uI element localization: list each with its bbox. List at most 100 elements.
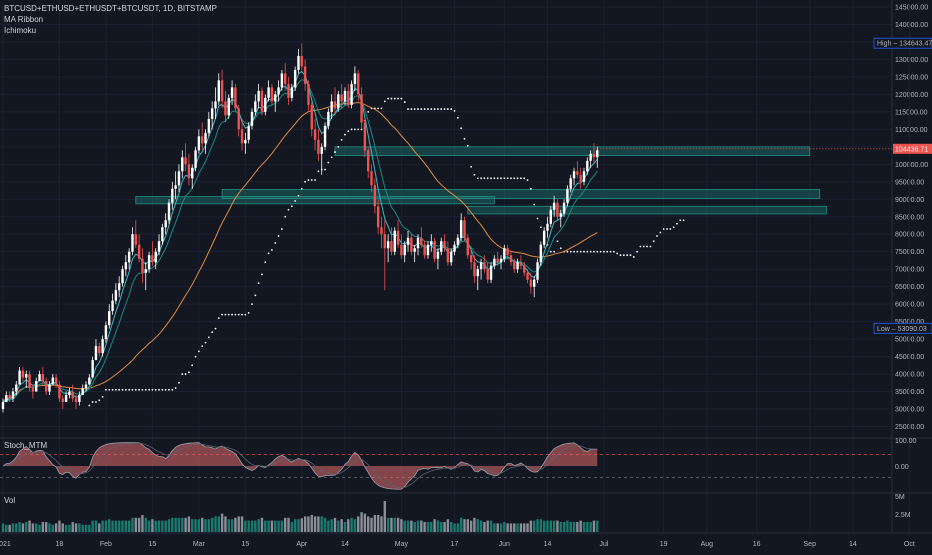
volume-bar	[400, 519, 403, 532]
volume-bar	[277, 520, 280, 532]
ichimoku-dot	[652, 240, 655, 243]
y-tick-label: 140000.00	[895, 22, 928, 29]
candle-body	[164, 220, 167, 228]
candle-body	[280, 73, 284, 88]
ichimoku-dot	[407, 108, 409, 110]
candle-body	[114, 290, 118, 301]
volume-bar	[499, 523, 503, 532]
volume-tick-label: 2.5M	[895, 512, 911, 519]
candle-body	[313, 129, 317, 140]
ichimoku-dot	[314, 179, 316, 181]
ichimoku-dot	[307, 179, 310, 181]
volume-pane-title[interactable]: Vol	[4, 496, 16, 505]
candle-body	[167, 202, 171, 221]
volume-bar	[91, 520, 94, 532]
ichimoku-dot	[327, 161, 330, 164]
volume-bar	[48, 523, 51, 532]
candle-body	[592, 153, 596, 158]
volume-bar	[114, 520, 118, 532]
candle-body	[446, 248, 450, 263]
volume-bar	[191, 519, 194, 532]
candle-body	[297, 55, 300, 70]
volume-bar	[167, 519, 171, 532]
volume-bar	[433, 519, 436, 532]
ichimoku-dot	[277, 235, 280, 237]
volume-bar	[556, 520, 559, 532]
ichimoku-dot	[304, 180, 307, 183]
ichimoku-dot	[118, 388, 121, 391]
volume-bar	[569, 522, 572, 532]
ichimoku-dot	[463, 137, 466, 140]
candle-body	[566, 188, 569, 203]
volume-bar	[15, 523, 18, 532]
candle-body	[549, 209, 552, 224]
volume-bar	[592, 520, 596, 532]
ichimoku-dot	[151, 388, 154, 391]
x-tick-label: Sep	[804, 541, 817, 548]
candle-body	[94, 346, 98, 361]
ichimoku-dot	[161, 388, 164, 391]
candle-body	[290, 87, 294, 98]
ichimoku-dot	[300, 187, 303, 190]
candle-body	[21, 370, 25, 378]
volume-bar	[131, 517, 134, 532]
ichimoku-dot	[593, 250, 595, 253]
ichimoku-dot	[649, 245, 652, 248]
candle-body	[327, 111, 330, 126]
y-tick-label: 110000.00	[895, 127, 928, 134]
ichimoku-dot	[357, 128, 360, 131]
candle-body	[526, 272, 529, 280]
candle-body	[257, 90, 260, 102]
ichimoku-dot	[586, 250, 589, 253]
candle-body	[127, 251, 131, 263]
ichimoku-dot	[271, 249, 273, 251]
symbol-title[interactable]: BTCUSD+ETHUSD+ETHUSDT+BTCUSDT, 1D, BITST…	[4, 4, 217, 13]
candle-body	[300, 55, 303, 67]
volume-bar	[327, 520, 330, 532]
volume-bar	[71, 522, 74, 532]
ichimoku-dot	[629, 254, 632, 257]
volume-bar	[260, 517, 264, 532]
volume-bar	[363, 513, 367, 532]
ichimoku-dot	[297, 194, 300, 197]
candle-body	[519, 262, 523, 266]
volume-bar	[147, 520, 151, 532]
volume-bar	[250, 520, 254, 532]
volume-bar	[177, 517, 181, 532]
candle-body	[410, 237, 413, 252]
candle-body	[496, 258, 499, 263]
ichimoku-dot	[476, 177, 479, 180]
osc-tick-label: 0.00	[895, 464, 909, 471]
volume-bar	[267, 520, 270, 532]
candle-body	[35, 381, 38, 392]
indicator-ma-ribbon[interactable]: MA Ribbon	[4, 15, 44, 24]
candle-body	[88, 377, 91, 385]
chart-legend: BTCUSD+ETHUSD+ETHUSDT+BTCUSDT, 1D, BITST…	[4, 3, 217, 36]
candle-body	[31, 388, 35, 392]
ichimoku-dot	[340, 138, 343, 141]
ichimoku-dot	[622, 254, 625, 257]
candle-body	[456, 237, 460, 245]
ichimoku-dot	[154, 388, 157, 391]
ichimoku-dot	[679, 219, 682, 222]
high-tag-label: High – 134643.47	[877, 41, 932, 48]
oscillator-pane-title[interactable]: Stoch_MTM	[4, 441, 48, 450]
support-zone	[334, 146, 811, 156]
candle-body	[141, 258, 144, 273]
candle-body	[51, 377, 54, 385]
candle-body	[350, 83, 353, 105]
volume-bar	[164, 520, 167, 532]
volume-bar	[413, 522, 416, 532]
indicator-ichimoku[interactable]: Ichimoku	[4, 26, 37, 35]
candle-body	[383, 234, 386, 249]
ichimoku-dot	[666, 228, 668, 230]
candle-body	[121, 269, 124, 284]
ichimoku-dot	[294, 200, 297, 202]
candle-body	[71, 391, 74, 399]
candle-body	[61, 398, 64, 403]
volume-bar	[237, 516, 240, 532]
volume-bar	[353, 519, 357, 532]
volume-bar	[536, 519, 539, 532]
